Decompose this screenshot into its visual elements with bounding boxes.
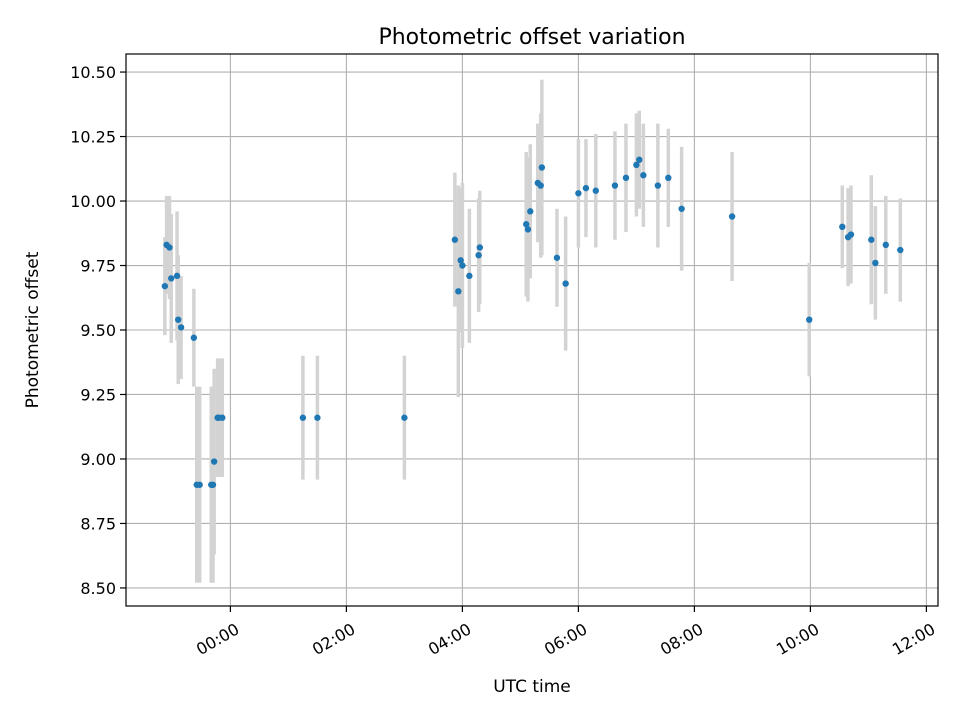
y-tick-label: 9.50: [80, 321, 116, 340]
y-axis-label: Photometric offset: [23, 251, 43, 408]
data-point: [168, 275, 175, 282]
data-point: [665, 174, 672, 182]
y-tick-label: 8.50: [80, 579, 116, 598]
data-point: [553, 254, 561, 261]
x-axis-ticks: 00:00 02:00 04:00 06:00 08:00 10:00 12:00: [193, 606, 938, 659]
x-tick-label: 08:00: [657, 619, 706, 659]
data-point: [314, 414, 321, 421]
data-point: [611, 182, 619, 189]
x-tick-label: 06:00: [541, 619, 590, 659]
data-point: [537, 182, 544, 189]
x-tick-label: 04:00: [425, 619, 474, 659]
y-tick-label: 8.75: [80, 514, 116, 533]
data-point: [640, 172, 647, 179]
data-point: [897, 246, 904, 254]
data-point: [847, 231, 855, 238]
data-points: [161, 156, 904, 488]
data-point: [633, 161, 640, 169]
data-point: [868, 236, 875, 243]
data-point: [219, 414, 226, 421]
data-point: [196, 481, 203, 488]
data-point: [882, 241, 889, 249]
y-tick-label: 10.25: [70, 128, 116, 147]
x-tick-label: 02:00: [309, 619, 358, 659]
data-point: [210, 458, 218, 465]
y-tick-label: 10.50: [70, 63, 116, 82]
data-point: [538, 164, 546, 171]
y-tick-label: 9.00: [80, 450, 116, 469]
grid-lines: [126, 54, 938, 606]
data-point: [466, 272, 473, 280]
x-tick-label: 00:00: [193, 619, 242, 659]
data-point: [678, 205, 685, 212]
x-tick-label: 10:00: [773, 619, 822, 659]
data-point: [175, 316, 182, 323]
data-point: [299, 414, 307, 421]
chart-title: Photometric offset variation: [378, 25, 685, 50]
data-point: [166, 244, 173, 251]
data-point: [451, 236, 459, 243]
y-tick-label: 9.25: [80, 385, 116, 404]
y-tick-label: 10.00: [70, 192, 116, 211]
data-point: [872, 259, 879, 267]
data-point: [161, 282, 169, 290]
x-axis-label: UTC time: [493, 677, 571, 697]
data-point: [524, 226, 532, 233]
data-point: [523, 221, 530, 228]
data-point: [527, 208, 534, 215]
data-point: [476, 244, 483, 251]
data-point: [209, 481, 217, 488]
data-point: [575, 190, 582, 197]
data-point: [401, 414, 408, 421]
data-point: [592, 187, 599, 194]
data-point: [622, 174, 630, 182]
y-tick-label: 9.75: [80, 257, 116, 276]
error-bars: [163, 79, 903, 583]
data-point: [636, 156, 643, 163]
data-point: [806, 316, 813, 323]
x-tick-label: 12:00: [889, 619, 938, 659]
data-point: [562, 280, 569, 287]
data-point: [728, 213, 736, 220]
data-point: [459, 262, 466, 269]
data-point: [839, 223, 846, 231]
data-point: [457, 257, 464, 264]
data-point: [475, 251, 482, 259]
data-point: [455, 288, 462, 295]
y-axis-ticks: 8.50 8.75 9.00 9.25 9.50 9.75 10.00 10.25 10.50: [70, 63, 126, 598]
data-point: [190, 334, 198, 341]
data-point: [173, 272, 181, 280]
data-point: [582, 184, 590, 192]
data-point: [654, 182, 662, 189]
data-point: [177, 324, 185, 331]
